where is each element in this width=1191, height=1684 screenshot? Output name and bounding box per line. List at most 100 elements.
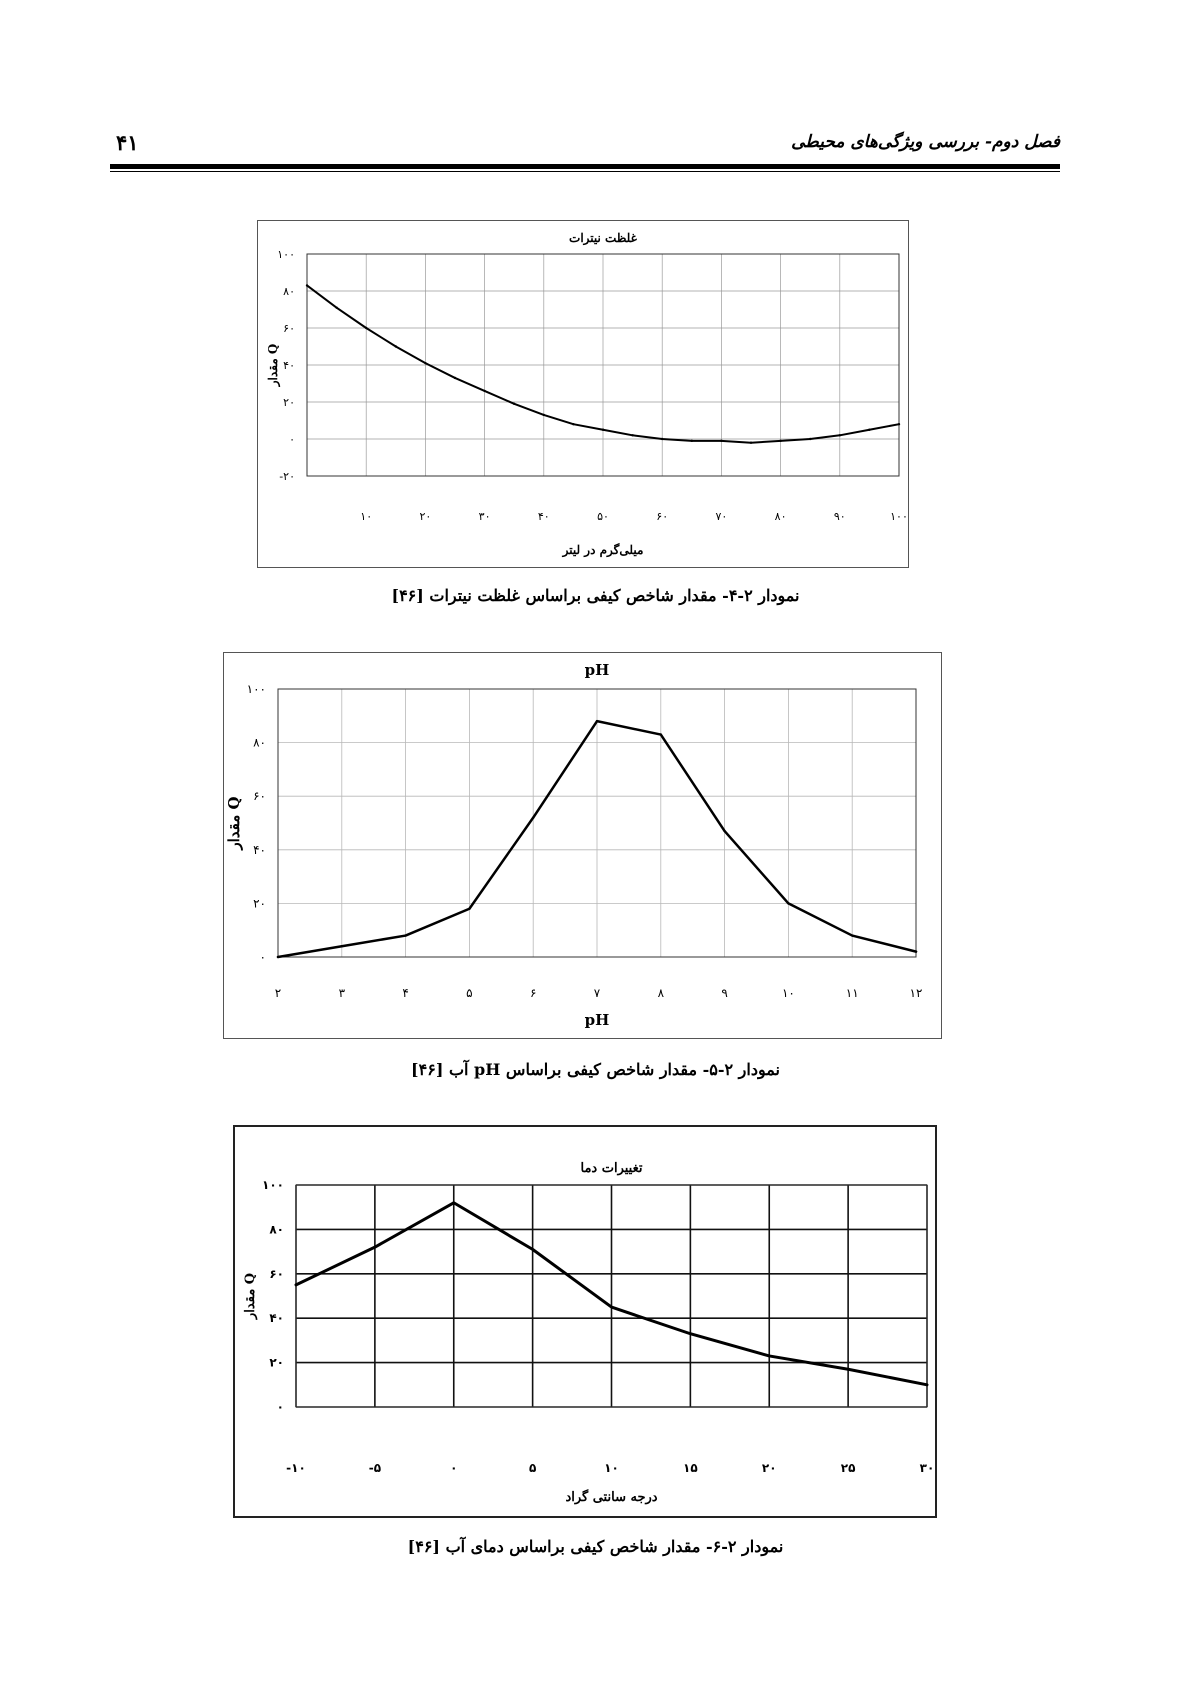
chart-temperature-box: ۰ ۲۰ ۴۰ ۶۰ ۸۰ ۱۰۰ -۱۰ -۵ ۰ ۵ ۱۰ ۱۵ ۲۰ ۲۵ ۳۰ تغییرات دما… [233, 1125, 937, 1518]
data-point [404, 934, 407, 937]
x-tick-label: ۴ [402, 986, 408, 1000]
plot-area-border [295, 1184, 928, 1408]
x-tick-label: ۱۰ [360, 510, 372, 523]
y-tick-label: ۰ [277, 1400, 284, 1414]
plot-area-border [277, 688, 917, 958]
y-tick-label: ۰ [260, 950, 266, 964]
data-point [659, 733, 662, 736]
x-tick-label: ۵۰ [597, 510, 609, 523]
data-point [335, 306, 338, 309]
data-point [897, 423, 901, 426]
header-rule-thick [110, 164, 1060, 169]
data-point [365, 326, 368, 330]
data-point [631, 434, 634, 437]
data-point [610, 1305, 613, 1309]
data-point [838, 434, 841, 437]
page-number: ۴۱ [116, 130, 139, 155]
data-point [749, 441, 753, 444]
chart-nitrate-box: -۲۰ ۰ ۲۰ ۴۰ ۶۰ ۸۰ ۱۰۰ ۱۰ ۲۰ ۳۰ ۴۰ ۵۰ ۶۰ ۷۰ ۸۰ ۹۰ ۱۰۰ غلظت… [257, 220, 909, 568]
data-point [340, 945, 343, 948]
data-point [572, 423, 575, 426]
data-point [595, 719, 599, 723]
data-point [532, 816, 535, 819]
x-tick-label: ۵ [466, 986, 472, 1000]
chart-nitrate: -۲۰ ۰ ۲۰ ۴۰ ۶۰ ۸۰ ۱۰۰ ۱۰ ۲۰ ۳۰ ۴۰ ۵۰ ۶۰ ۷۰ ۸۰ ۹۰ ۱۰۰ غلظت… [257, 220, 909, 568]
chart-frame [233, 1125, 937, 1518]
x-tick-label: -۵ [369, 1461, 381, 1475]
data-point [690, 439, 693, 443]
data-point [846, 1368, 850, 1371]
caption-ph: نمودار ۲-۵- مقدار شاخص کیفی براساس pH آب… [411, 1060, 780, 1079]
data-point [305, 284, 309, 287]
data-point [723, 829, 726, 833]
data-point [809, 437, 812, 441]
x-tick-label: ۴۰ [538, 510, 550, 523]
data-point [768, 1354, 771, 1358]
data-point [868, 428, 871, 431]
x-axis-label: pH [585, 1011, 610, 1029]
x-tick-label: ۱۰ [782, 986, 795, 1000]
chart-frame [257, 220, 909, 568]
x-tick-label: ۸ [658, 986, 665, 1000]
y-tick-label: ۲۰ [269, 1356, 284, 1370]
x-tick-label: ۲۰ [762, 1461, 777, 1475]
data-point [483, 389, 486, 393]
x-tick-label: ۲۵ [841, 1461, 856, 1475]
chapter-title: فصل دوم- بررسی ویژگی‌های محیطی [791, 132, 1060, 152]
data-point [453, 376, 457, 380]
y-tick-label: ۲۰ [253, 896, 266, 910]
y-tick-label: ۸۰ [283, 285, 295, 298]
y-tick-label: ۸۰ [269, 1222, 284, 1236]
y-tick-label: ۴۰ [283, 359, 295, 372]
x-tick-label: ۷ [594, 986, 601, 1000]
data-point [373, 1245, 377, 1249]
y-tick-label: ۱۰۰ [277, 248, 295, 261]
data-point [689, 1332, 692, 1335]
x-tick-label: ۰ [450, 1461, 457, 1475]
x-tick-label: ۵ [529, 1461, 536, 1475]
x-tick-label: ۳ [339, 986, 346, 1000]
x-tick-label: ۶۰ [656, 510, 668, 523]
x-tick-label: ۲ [275, 986, 281, 1000]
x-axis-label: میلی‌گرم در لیتر [562, 542, 644, 558]
y-tick-label: ۰ [289, 433, 295, 446]
page-header: ۴۱ فصل دوم- بررسی ویژگی‌های محیطی [110, 128, 1060, 158]
y-tick-label: ۶۰ [283, 322, 295, 335]
caption-nitrate: نمودار ۲-۴- مقدار شاخص کیفی براساس غلظت … [391, 586, 800, 605]
data-point [851, 934, 854, 937]
y-axis-label: مقدار Q [243, 1273, 258, 1320]
chart-title: غلظت نیترات [569, 231, 638, 246]
chart-title: تغییرات دما [581, 1161, 643, 1176]
x-tick-label: ۸۰ [775, 510, 787, 523]
y-axis-label: مقدار Q [266, 344, 281, 388]
data-point [661, 437, 664, 441]
plot-area-border [306, 253, 900, 477]
chart-frame [223, 652, 942, 1039]
data-point [424, 361, 427, 365]
x-tick-label: ۱۰ [604, 1461, 619, 1475]
x-tick-label: ۶ [530, 986, 536, 1000]
x-tick-label: ۹ [721, 986, 727, 1000]
data-point [720, 439, 723, 443]
data-point [914, 950, 918, 953]
data-point [452, 1201, 455, 1204]
y-tick-label: ۱۰۰ [247, 682, 266, 696]
x-tick-label: -۱۰ [286, 1461, 306, 1475]
x-tick-label: ۱۰۰ [890, 510, 908, 523]
y-tick-label: ۱۰۰ [262, 1178, 284, 1192]
data-point [394, 345, 397, 348]
chart-title: pH [585, 661, 610, 679]
x-tick-label: ۱۲ [910, 986, 923, 1000]
data-point [276, 955, 280, 959]
y-tick-label: ۴۰ [253, 843, 266, 857]
x-tick-label: ۲۰ [419, 510, 431, 523]
y-tick-label: ۶۰ [253, 789, 266, 803]
x-tick-label: ۳۰ [479, 510, 491, 523]
header-rule-thin [110, 171, 1060, 172]
data-point [513, 402, 516, 406]
data-point [787, 902, 790, 905]
x-tick-label: ۹۰ [834, 510, 846, 523]
data-point [601, 428, 605, 431]
x-tick-label: ۳۰ [920, 1461, 935, 1475]
data-point [925, 1383, 929, 1386]
